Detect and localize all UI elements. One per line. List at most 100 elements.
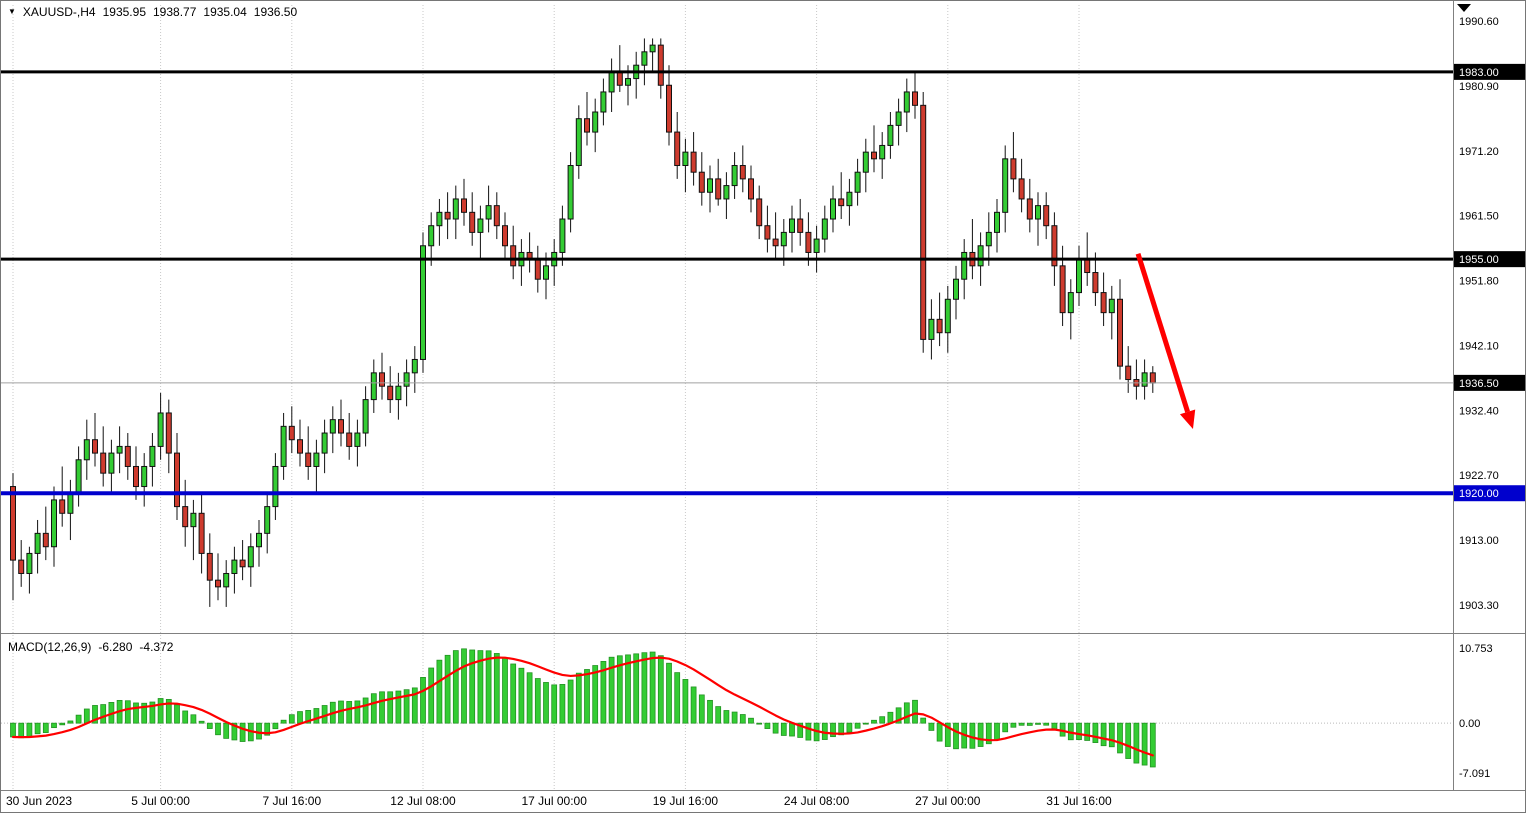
time-tick-label: 24 Jul 08:00 (784, 794, 850, 808)
macd-axis[interactable]: 10.753 0.00 -7.091 (1459, 643, 1493, 780)
candle-bullish (977, 245, 984, 267)
price-badge: 1983.00 (1454, 63, 1525, 80)
macd-bar (133, 702, 139, 724)
macd-bar (592, 665, 599, 724)
macd-bar (18, 722, 25, 739)
macd-bar (59, 722, 66, 726)
macd-bar (1084, 722, 1091, 741)
macd-bar (518, 667, 525, 724)
macd-bar (862, 722, 869, 725)
candle-bullish (116, 445, 123, 454)
candle-bullish (34, 532, 41, 554)
svg-text:1920.00: 1920.00 (1459, 488, 1499, 500)
macd-bar (567, 679, 574, 724)
macd-bar (198, 720, 205, 724)
time-tick-label: 31 Jul 16:00 (1046, 794, 1112, 808)
macd-bar (731, 711, 738, 724)
candle-bullish (313, 452, 320, 467)
macd-bar (411, 687, 418, 724)
candle-bullish (354, 432, 361, 447)
candle-bullish (994, 211, 1000, 233)
candle-bullish (682, 151, 689, 167)
macd-bar (452, 650, 459, 724)
candle-bearish (920, 104, 927, 340)
macd-bar (600, 661, 607, 724)
candle-bullish (231, 559, 238, 574)
candle-bearish (1117, 298, 1123, 367)
candle-bearish (1084, 258, 1091, 274)
candle-bullish (420, 245, 426, 360)
macd-bar (313, 708, 320, 724)
price-badge: 1936.50 (1454, 374, 1525, 391)
macd-histogram (10, 648, 1156, 768)
price-tick-label: 1903.30 (1459, 600, 1499, 612)
candle-bearish (206, 552, 213, 581)
candle-bullish (846, 191, 853, 207)
candle-bullish (854, 171, 861, 193)
macd-bar (895, 707, 902, 724)
candle-bearish (1149, 372, 1156, 384)
price-tick-label: 1951.80 (1459, 276, 1499, 288)
candle-bearish (698, 171, 705, 193)
horizontal-lines-layer[interactable] (1, 70, 1453, 496)
candle-bearish (797, 218, 804, 233)
chart-shift-marker-icon[interactable] (1457, 4, 1471, 12)
candle-bullish (862, 151, 869, 173)
candle-bearish (510, 245, 517, 267)
candle-bearish (756, 198, 763, 227)
candle-bullish (452, 198, 459, 220)
macd-tick-label: 0.00 (1459, 718, 1480, 730)
macd-bar (1026, 722, 1033, 726)
macd-bar (395, 690, 402, 724)
macd-bar (239, 722, 246, 742)
price-tick-label: 1961.50 (1459, 211, 1499, 223)
candle-bullish (641, 51, 648, 66)
candle-bearish (502, 225, 508, 247)
candle-bullish (723, 185, 730, 200)
candle-bearish (100, 452, 107, 474)
candle-bearish (182, 506, 189, 528)
macd-bar (1076, 722, 1082, 741)
macd-bar (649, 651, 656, 724)
candle-bearish (346, 432, 353, 447)
candle-bullish (67, 492, 74, 514)
candle-bearish (124, 445, 131, 467)
macd-bar (928, 722, 935, 731)
candle-bearish (912, 91, 918, 106)
price-badge: 1920.00 (1454, 485, 1525, 502)
price-axis[interactable]: 1990.60 1980.90 1971.20 1961.50 1951.80 1942.… (1454, 16, 1526, 612)
candle-bearish (133, 465, 139, 488)
time-axis[interactable]: 30 Jun 2023 5 Jul 00:00 7 Jul 16:00 12 Jul … (6, 794, 1112, 808)
candle-bearish (10, 486, 16, 561)
candle-bearish (1100, 292, 1107, 314)
candle-bearish (18, 559, 25, 574)
macd-bar (190, 714, 197, 724)
candle-bearish (444, 211, 451, 220)
sell-signal-arrow[interactable] (1135, 253, 1196, 430)
candle-bullish (190, 512, 197, 528)
macd-bar (272, 722, 279, 730)
macd-bar (10, 722, 16, 738)
candle-bullish (280, 425, 287, 467)
macd-bar (1141, 722, 1148, 766)
macd-bar (715, 706, 722, 724)
time-tick-label: 30 Jun 2023 (6, 794, 72, 808)
macd-bar (846, 722, 853, 733)
candle-bullish (592, 111, 599, 133)
macd-bar (256, 722, 262, 740)
macd-bar (149, 701, 156, 724)
macd-bar (690, 686, 697, 724)
price-tick-label: 1942.10 (1459, 340, 1499, 352)
time-tick-label: 12 Jul 08:00 (390, 794, 456, 808)
candle-bullish (567, 165, 574, 220)
candle-bullish (108, 452, 115, 474)
symbol-dropdown-icon[interactable]: ▼ (8, 7, 16, 16)
svg-text:1936.50: 1936.50 (1459, 378, 1499, 390)
candle-bearish (1092, 272, 1099, 294)
candle-bullish (830, 198, 836, 220)
candle-bullish (83, 439, 90, 461)
macd-bar (871, 719, 877, 724)
macd-bar (674, 672, 681, 724)
macd-bar (1043, 722, 1050, 726)
